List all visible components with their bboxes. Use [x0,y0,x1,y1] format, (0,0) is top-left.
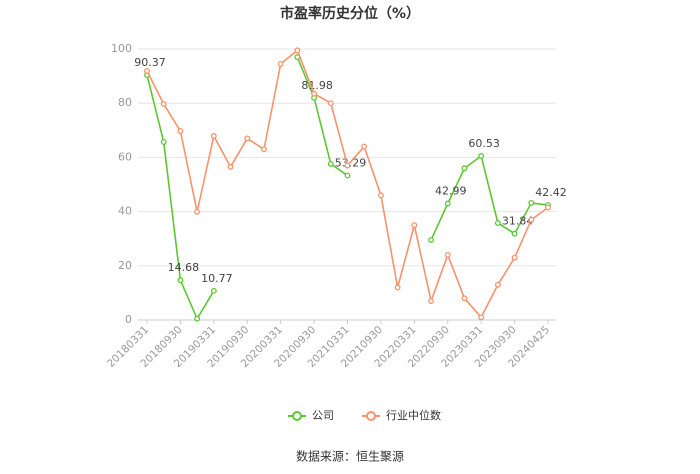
data-label: 90.37 [134,56,166,69]
data-point [444,252,451,258]
data-point [327,160,334,167]
legend-label: 公司 [312,409,334,422]
data-label: 81.98 [301,79,333,92]
data-point [377,192,384,199]
data-point [227,163,234,170]
data-point [428,237,434,244]
data-point [210,287,217,294]
data-point [461,295,468,302]
data-point [411,222,418,229]
data-point [511,230,518,237]
data-point [494,281,501,288]
data-point [428,298,434,304]
data-point [344,172,351,179]
data-point [160,139,167,145]
data-point [511,254,518,261]
data-point [144,68,150,74]
data-point [244,135,251,142]
data-point [528,199,535,206]
data-point [344,162,351,169]
data-point [494,220,501,226]
data-point [478,153,485,159]
data-point [361,143,368,150]
data-point [160,101,167,107]
data-point [194,315,201,322]
data-label: 42.42 [535,186,567,199]
legend-label: 行业中位数 [386,408,441,422]
data-point [444,200,451,207]
data-point [528,216,535,223]
data-label: 60.53 [468,137,500,150]
legend-marker [292,411,302,421]
data-point [294,47,301,54]
data-label: 31.84 [502,215,534,228]
y-tick-label: 60 [118,150,132,163]
y-tick-label: 100 [111,42,132,55]
data-label: 14.68 [168,261,200,274]
y-tick-label: 0 [125,313,132,326]
source-note: 数据来源：恒生聚源 [296,449,404,464]
data-label: 42.99 [435,184,467,197]
data-point [327,100,334,107]
data-point [311,90,318,97]
data-point [177,277,184,284]
legend-marker [366,411,376,421]
y-tick-label: 20 [118,259,132,272]
y-tick-label: 80 [118,96,132,109]
y-tick-label: 40 [118,205,132,218]
chart-title: 市盈率历史分位（%） [280,5,420,22]
data-point [194,208,201,215]
data-point [210,133,217,139]
data-point [394,284,401,291]
data-point [177,128,184,135]
data-point [545,204,551,211]
data-point [461,165,468,172]
data-label: 10.77 [201,272,233,285]
data-point [277,60,284,67]
data-point [478,314,485,321]
data-point [261,146,267,153]
